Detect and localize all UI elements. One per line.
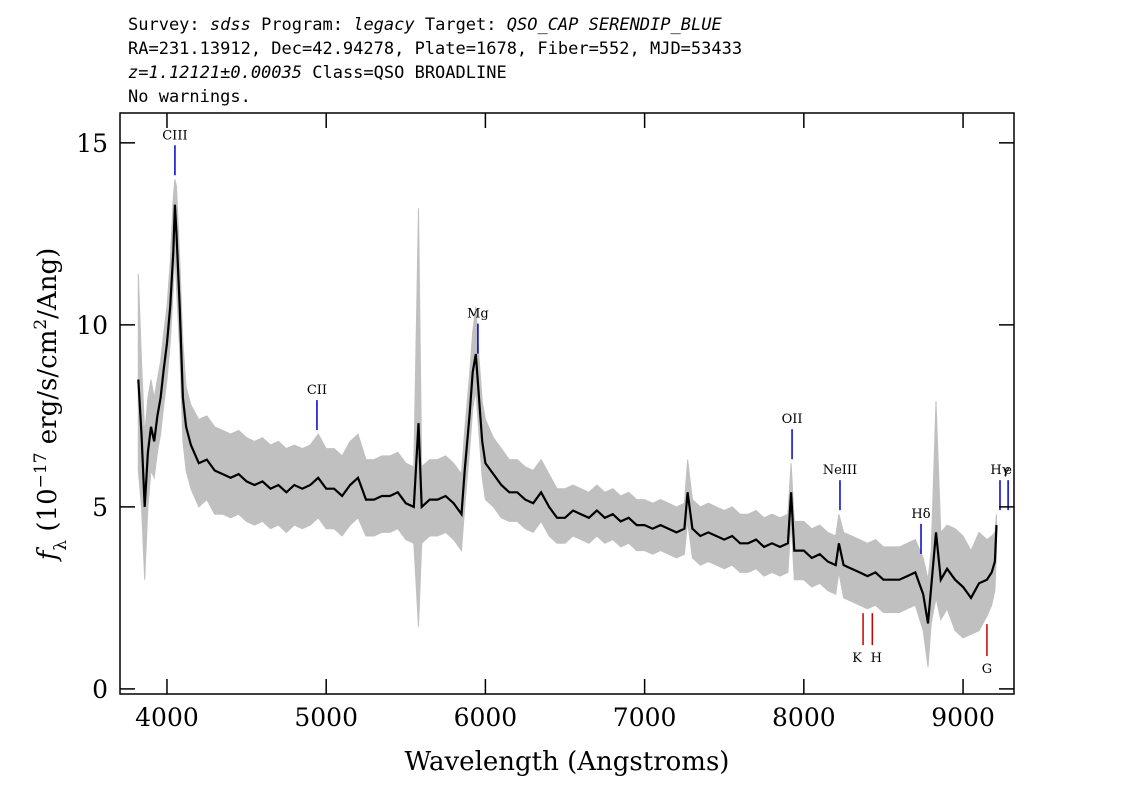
line-label: CII [307,383,327,398]
header-line: RA=231.13912, Dec=42.94278, Plate=1678, … [128,39,742,59]
line-label: CIII [162,128,187,143]
line-label: Hδ [911,507,930,522]
plot-area [137,179,998,668]
header-text: RA=231.13912, Dec=42.94278, Plate=1678, … [128,39,742,59]
header-text: Target: [415,15,507,35]
header-line: z=1.12121±0.00035 Class=QSO BROADLINE [128,63,507,83]
line-label: OII [782,412,803,427]
y-label-part: /Ang) [33,248,63,319]
y-tick-label: 5 [92,493,108,522]
line-label: NeIII [823,463,857,478]
x-tick-label: 7000 [613,703,677,732]
header-text: No warnings. [128,87,251,107]
y-tick-label: 10 [76,311,108,340]
header-text: QSO_CAP SERENDIP_BLUE [507,15,723,35]
plot-frame [119,112,1015,695]
header-text: sdss [210,15,251,35]
x-tick-label: 4000 [135,703,199,732]
header-text: z=1.12121±0.00035 [128,63,302,83]
x-tick-label: 9000 [931,703,995,732]
line-label: G [982,662,992,677]
line-label: Hγ [990,463,1009,478]
y-tick-label: 0 [92,675,108,704]
line-label: Mg [467,307,489,322]
x-tick-label: 8000 [772,703,836,732]
header-line: No warnings. [128,87,251,107]
x-axis-label: Wavelength (Angstroms) [405,747,730,777]
y-label-part: erg/s/cm [33,330,63,453]
spectrum-line [137,204,998,624]
header-text: Survey: [128,15,210,35]
header-text: legacy [353,15,415,35]
x-tick-label: 6000 [454,703,518,732]
header-text: Class=QSO BROADLINE [302,63,507,83]
header-line: Survey: sdss Program: legacy Target: QSO… [128,15,722,35]
x-tick-label: 5000 [294,703,358,732]
y-label-part: λ [51,540,71,551]
line-label: H [871,651,882,666]
y-label-part: 2 [31,319,51,330]
y-label-part: −17 [31,452,51,488]
line-label: e [1004,463,1012,478]
y-tick-label: 15 [76,129,108,158]
line-label: K [852,651,862,666]
y-label-part: (10 [33,488,63,540]
y-axis-label: fλ (10−17 erg/s/cm2/Ang) [31,248,71,563]
header-text: Program: [251,15,353,35]
